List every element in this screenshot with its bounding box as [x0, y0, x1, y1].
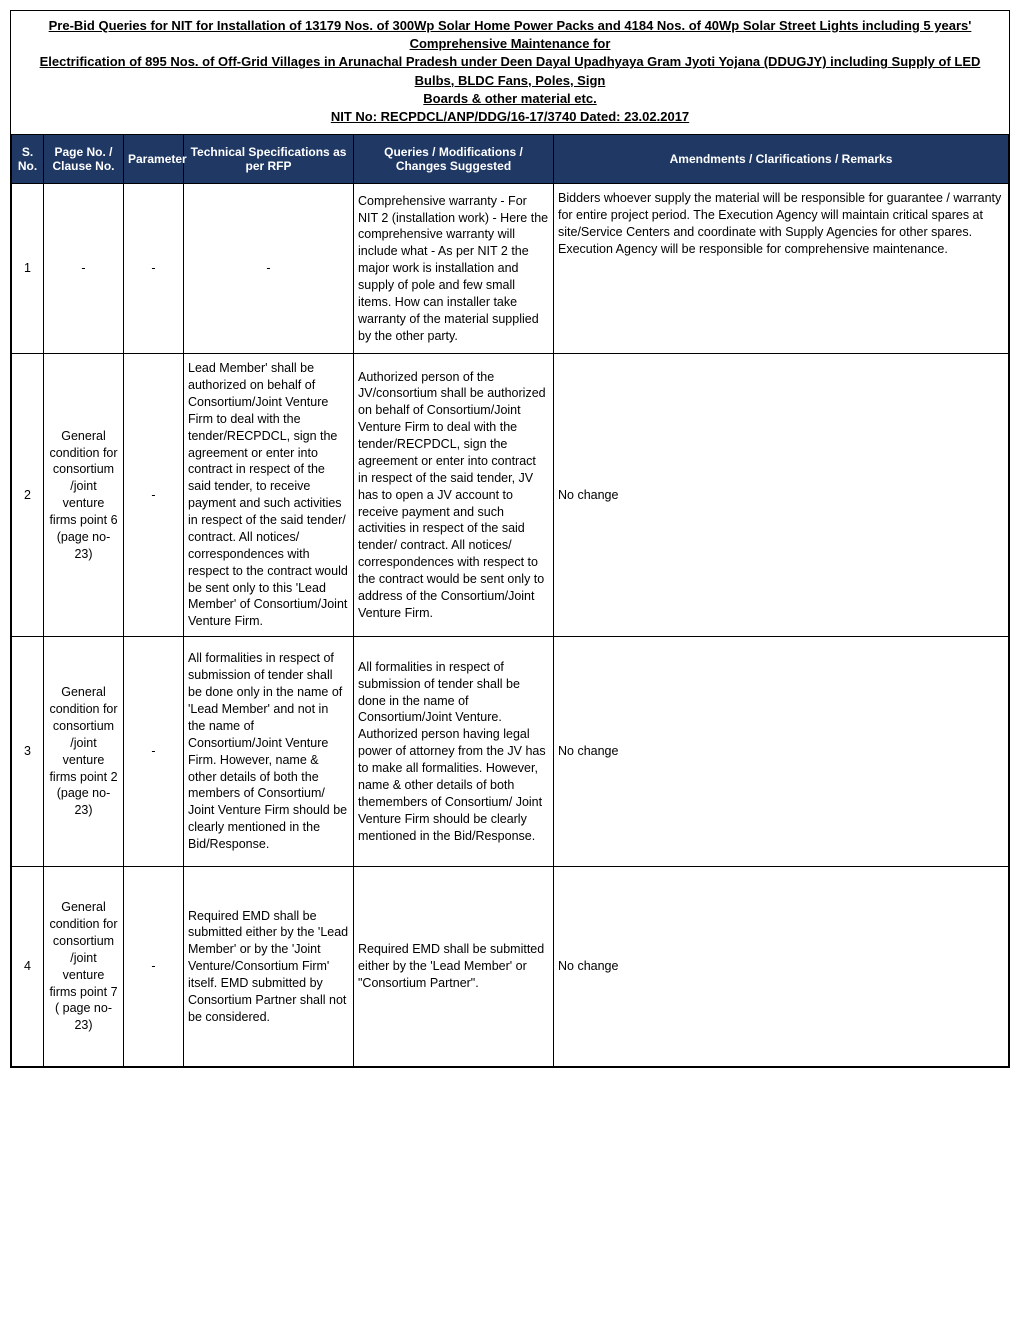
cell-page: General condition for consortium /joint …: [44, 637, 124, 867]
table-row: 4 General condition for consortium /join…: [12, 867, 1009, 1067]
cell-page: General condition for consortium /joint …: [44, 354, 124, 637]
table-row: 3 General condition for consortium /join…: [12, 637, 1009, 867]
cell-spec: All formalities in respect of submission…: [184, 637, 354, 867]
table-row: 2 General condition for consortium /join…: [12, 354, 1009, 637]
cell-query: Comprehensive warranty - For NIT 2 (inst…: [354, 184, 554, 354]
cell-query: All formalities in respect of submission…: [354, 637, 554, 867]
table-row: 1 - - - Comprehensive warranty - For NIT…: [12, 184, 1009, 354]
cell-spec: Required EMD shall be submitted either b…: [184, 867, 354, 1067]
title-line-3: Boards & other material etc.: [423, 91, 596, 106]
queries-table: S. No. Page No. / Clause No. Parameter T…: [11, 134, 1009, 1067]
col-header-spec: Technical Specifications as per RFP: [184, 135, 354, 184]
cell-sno: 2: [12, 354, 44, 637]
title-line-1: Pre-Bid Queries for NIT for Installation…: [49, 18, 972, 51]
cell-sno: 4: [12, 867, 44, 1067]
document-container: Pre-Bid Queries for NIT for Installation…: [10, 10, 1010, 1068]
col-header-parameter: Parameter: [124, 135, 184, 184]
cell-page: -: [44, 184, 124, 354]
cell-param: -: [124, 637, 184, 867]
cell-sno: 3: [12, 637, 44, 867]
title-line-2: Electrification of 895 Nos. of Off-Grid …: [40, 54, 981, 87]
table-body: 1 - - - Comprehensive warranty - For NIT…: [12, 184, 1009, 1067]
cell-page: General condition for consortium /joint …: [44, 867, 124, 1067]
cell-remark: Bidders whoever supply the material will…: [554, 184, 1009, 354]
cell-spec: -: [184, 184, 354, 354]
cell-param: -: [124, 867, 184, 1067]
cell-param: -: [124, 184, 184, 354]
cell-sno: 1: [12, 184, 44, 354]
cell-remark: No change: [554, 354, 1009, 637]
table-header-row: S. No. Page No. / Clause No. Parameter T…: [12, 135, 1009, 184]
cell-param: -: [124, 354, 184, 637]
cell-remark: No change: [554, 867, 1009, 1067]
cell-query: Required EMD shall be submitted either b…: [354, 867, 554, 1067]
col-header-remark: Amendments / Clarifications / Remarks: [554, 135, 1009, 184]
col-header-page: Page No. / Clause No.: [44, 135, 124, 184]
cell-remark: No change: [554, 637, 1009, 867]
title-block: Pre-Bid Queries for NIT for Installation…: [11, 11, 1009, 134]
title-line-4: NIT No: RECPDCL/ANP/DDG/16-17/3740 Dated…: [331, 109, 689, 124]
col-header-query: Queries / Modifications / Changes Sugges…: [354, 135, 554, 184]
cell-query: Authorized person of the JV/consortium s…: [354, 354, 554, 637]
col-header-sno: S. No.: [12, 135, 44, 184]
cell-spec: Lead Member' shall be authorized on beha…: [184, 354, 354, 637]
